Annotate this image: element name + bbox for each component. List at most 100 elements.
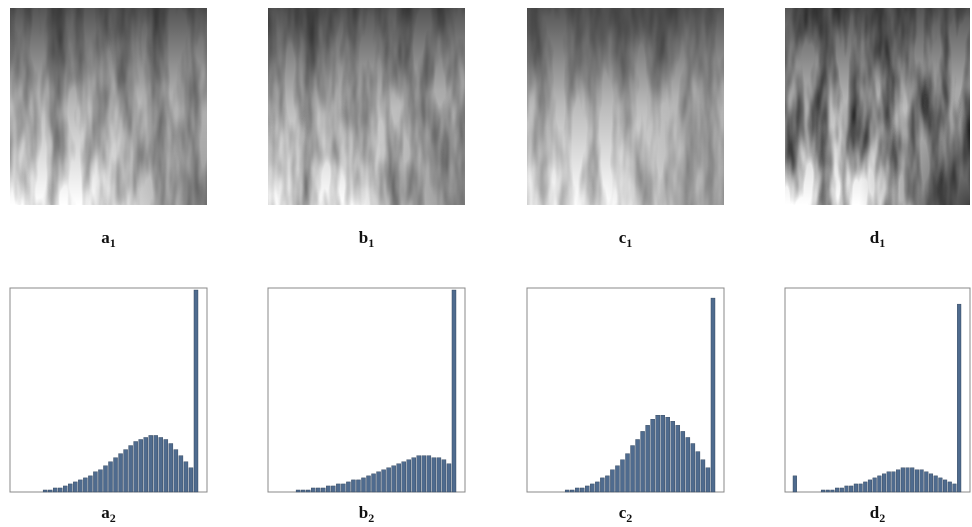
histogram-bar <box>938 477 943 493</box>
histogram-bar <box>630 445 635 493</box>
label-letter: c <box>619 228 627 247</box>
histogram-bar <box>928 473 934 493</box>
histogram-bar <box>867 479 873 493</box>
histogram-bar <box>351 479 356 493</box>
histogram-bar <box>792 475 797 493</box>
histogram-bar <box>914 469 919 493</box>
histogram-bar <box>905 467 910 493</box>
histogram-bar <box>924 471 929 493</box>
histogram-bar <box>316 487 321 493</box>
histogram-bar <box>93 471 98 493</box>
histogram-bar <box>910 467 915 493</box>
panel-label: b2 <box>359 503 374 525</box>
histogram-bar <box>610 469 615 493</box>
label-letter: d <box>870 503 880 522</box>
histogram-bar <box>336 483 341 493</box>
histogram-bar <box>63 485 68 493</box>
image-texture <box>268 8 465 205</box>
histogram-bar <box>295 489 301 493</box>
histogram-bar <box>685 437 691 493</box>
histogram-bar <box>310 487 316 493</box>
histogram-bar <box>635 439 640 493</box>
histogram-bar <box>886 471 891 493</box>
label-letter: b <box>359 503 368 522</box>
histogram-bar <box>396 463 401 493</box>
histogram-bar <box>88 475 93 493</box>
histogram-bar <box>835 487 840 493</box>
histogram-bar <box>381 469 386 493</box>
histogram-bar <box>665 417 670 493</box>
histogram-bar <box>356 479 361 493</box>
histogram-bar <box>163 439 169 493</box>
histogram-bar <box>640 431 645 493</box>
histogram-bar <box>346 481 351 493</box>
histogram-bar <box>825 489 830 493</box>
label-subscript: 1 <box>626 236 632 250</box>
label-subscript: 1 <box>368 236 374 250</box>
histogram-bar <box>600 477 605 493</box>
histogram-bar <box>148 435 153 493</box>
histogram-bar <box>820 489 826 493</box>
histogram-bar <box>446 463 452 493</box>
histogram-bar <box>108 461 113 493</box>
histogram-bar <box>42 489 48 493</box>
label-letter: a <box>101 503 110 522</box>
histogram-bar <box>441 459 447 493</box>
histogram-frame <box>9 287 208 493</box>
histogram-bar <box>564 489 570 493</box>
histogram-bar <box>858 483 863 493</box>
label-letter: d <box>870 228 880 247</box>
histogram-bar <box>943 479 948 493</box>
histogram-bar <box>133 441 138 493</box>
label-letter: a <box>101 228 110 247</box>
label-subscript: 2 <box>879 511 885 525</box>
panel-label: c2 <box>619 503 633 525</box>
histogram-bar <box>331 485 336 493</box>
histogram-bar <box>361 477 366 493</box>
histogram-bar <box>406 459 411 493</box>
histogram-bar <box>168 443 174 493</box>
histogram-bar <box>52 487 58 493</box>
histogram-bar <box>386 467 391 493</box>
panel-label: a2 <box>101 503 116 525</box>
histogram-bar <box>670 421 675 493</box>
histogram-bar <box>615 465 620 493</box>
image-texture <box>785 8 970 205</box>
histogram-bar <box>376 471 381 493</box>
histogram-bar <box>73 481 78 493</box>
histogram-bar <box>853 483 858 493</box>
image-texture <box>527 8 724 205</box>
label-subscript: 1 <box>110 236 116 250</box>
label-subscript: 2 <box>626 511 632 525</box>
histogram-bar <box>891 471 896 493</box>
histogram-bar <box>863 481 868 493</box>
histogram-bar <box>371 473 376 493</box>
histogram-bar <box>416 455 422 493</box>
histogram-bar <box>138 439 143 493</box>
histogram-bar <box>173 449 179 493</box>
histogram-bar <box>695 451 701 493</box>
histogram-bar <box>675 425 681 493</box>
histogram-bar <box>426 455 432 493</box>
histogram-bar <box>411 457 416 493</box>
panel-label: c1 <box>619 228 633 250</box>
histogram-bar <box>366 475 371 493</box>
histogram-bar <box>585 485 590 493</box>
histogram-bar <box>113 457 118 493</box>
panel-label: d1 <box>870 228 885 250</box>
histogram-bar <box>877 475 882 493</box>
histogram-bar <box>153 435 158 493</box>
histogram-bar <box>326 485 331 493</box>
histogram-bar <box>58 487 63 493</box>
panel-label: a1 <box>101 228 116 250</box>
histogram-bar <box>872 477 877 493</box>
histogram-bar <box>919 469 924 493</box>
histogram-bar <box>401 461 406 493</box>
histogram-bar <box>305 489 311 493</box>
histogram-bar <box>896 469 901 493</box>
histogram-bar <box>590 483 595 493</box>
histogram-frame <box>784 287 971 493</box>
histogram-bar <box>881 473 887 493</box>
histogram-bar <box>569 489 575 493</box>
